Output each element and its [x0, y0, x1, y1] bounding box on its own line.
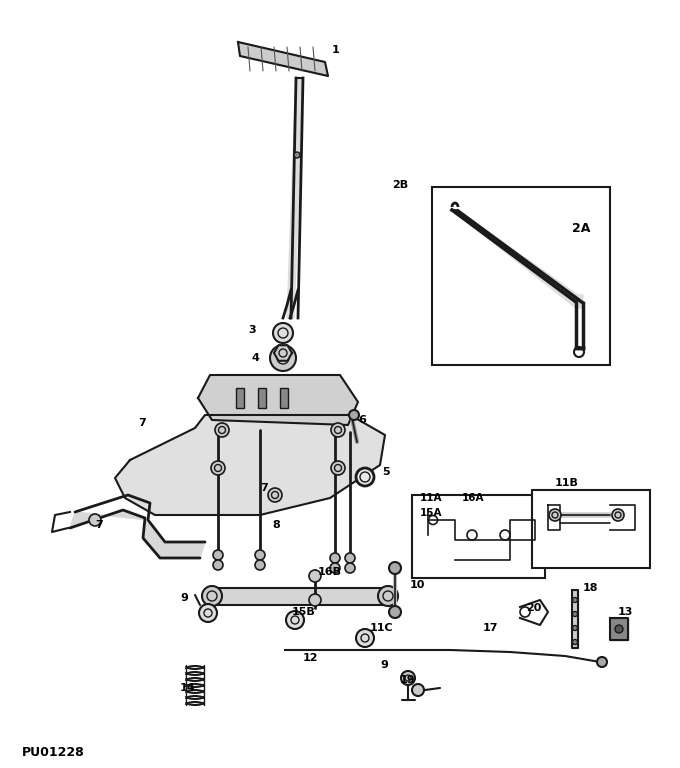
Text: 18: 18	[583, 583, 598, 593]
Circle shape	[330, 563, 340, 573]
Circle shape	[255, 560, 265, 570]
Circle shape	[199, 604, 217, 622]
Circle shape	[378, 586, 398, 606]
Text: 1: 1	[332, 45, 340, 55]
Bar	[412, 495, 545, 578]
Text: 7: 7	[260, 483, 268, 493]
Text: 9: 9	[180, 593, 188, 603]
Text: 4: 4	[252, 353, 260, 363]
Text: 8: 8	[272, 520, 279, 530]
Text: 16B: 16B	[318, 567, 342, 577]
Circle shape	[356, 468, 374, 486]
Bar	[236, 388, 244, 408]
Polygon shape	[70, 510, 205, 558]
Circle shape	[330, 553, 340, 563]
Polygon shape	[212, 588, 392, 605]
Circle shape	[331, 423, 345, 437]
Text: 2B: 2B	[392, 180, 408, 190]
Polygon shape	[115, 415, 385, 515]
Text: 3: 3	[248, 325, 256, 335]
Circle shape	[309, 570, 321, 582]
Circle shape	[331, 461, 345, 475]
Circle shape	[573, 625, 577, 631]
Text: PU01228: PU01228	[22, 746, 85, 759]
Text: 11B: 11B	[555, 478, 579, 488]
Circle shape	[549, 509, 561, 521]
Circle shape	[286, 611, 304, 629]
Polygon shape	[572, 590, 578, 648]
Polygon shape	[452, 210, 583, 308]
Circle shape	[615, 625, 623, 633]
Text: 15A: 15A	[420, 508, 443, 518]
Circle shape	[202, 586, 222, 606]
Text: 17: 17	[483, 623, 498, 633]
Circle shape	[401, 671, 415, 685]
Text: 5: 5	[382, 467, 390, 477]
Circle shape	[273, 323, 293, 343]
Text: 11C: 11C	[370, 623, 394, 633]
Text: 14: 14	[180, 683, 196, 693]
Circle shape	[89, 514, 101, 526]
Circle shape	[213, 550, 223, 560]
Text: 7: 7	[95, 520, 103, 530]
Circle shape	[356, 629, 374, 647]
Circle shape	[412, 684, 424, 696]
Circle shape	[215, 423, 229, 437]
Text: 6: 6	[358, 415, 366, 425]
Circle shape	[294, 152, 300, 158]
Circle shape	[309, 594, 321, 606]
Circle shape	[573, 640, 577, 644]
Bar	[258, 388, 266, 408]
Text: 9: 9	[380, 660, 388, 670]
Circle shape	[349, 410, 359, 420]
Circle shape	[211, 461, 225, 475]
Bar	[532, 490, 650, 568]
Circle shape	[270, 345, 296, 371]
Bar	[432, 187, 610, 365]
Text: 20: 20	[526, 603, 541, 613]
Text: 15B: 15B	[292, 607, 316, 617]
Polygon shape	[198, 375, 358, 425]
Polygon shape	[610, 618, 628, 640]
Circle shape	[268, 488, 282, 502]
Text: 2A: 2A	[572, 221, 590, 234]
Polygon shape	[274, 345, 292, 361]
Circle shape	[573, 598, 577, 603]
Circle shape	[597, 657, 607, 667]
Bar	[280, 388, 288, 408]
Circle shape	[573, 611, 577, 617]
Circle shape	[213, 560, 223, 570]
Polygon shape	[238, 42, 328, 76]
Circle shape	[389, 562, 401, 574]
Text: 16A: 16A	[462, 493, 484, 503]
Circle shape	[389, 606, 401, 618]
Text: 10: 10	[410, 580, 426, 590]
Text: 11A: 11A	[420, 493, 443, 503]
Text: 13: 13	[618, 607, 633, 617]
Circle shape	[345, 563, 355, 573]
Text: 12: 12	[303, 653, 318, 663]
Polygon shape	[287, 78, 303, 318]
Circle shape	[255, 550, 265, 560]
Circle shape	[345, 553, 355, 563]
Text: 7: 7	[138, 418, 146, 428]
Circle shape	[612, 509, 624, 521]
Text: 19: 19	[400, 675, 415, 685]
